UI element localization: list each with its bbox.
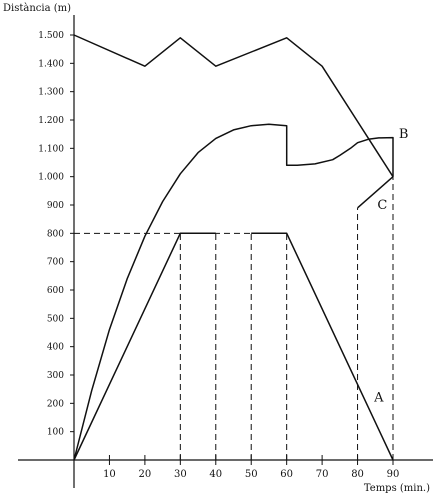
- y-tick-label: 400: [47, 343, 64, 353]
- x-tick-label: 50: [245, 469, 258, 480]
- axes: [18, 15, 433, 488]
- y-tick-label: 1.300: [38, 88, 64, 98]
- x-tick-label: 20: [139, 469, 152, 480]
- y-tick-label: 1.000: [38, 173, 64, 183]
- x-tick-label: 10: [103, 469, 116, 480]
- series-labels: A B C: [373, 127, 409, 406]
- x-axis-title: Temps (min.): [364, 483, 430, 494]
- y-tick-label: 600: [47, 286, 64, 296]
- series-b-line-0: [73, 123, 394, 461]
- y-tick-label: 100: [47, 428, 64, 438]
- series-c-line-0: [357, 176, 394, 209]
- x-tick-label: 30: [174, 469, 187, 480]
- series-lines: [73, 34, 394, 461]
- series-a-line-1: [251, 232, 394, 461]
- series-a-line-0: [73, 232, 216, 461]
- series-3-line-0: [73, 34, 394, 178]
- y-tick-label: 900: [47, 201, 64, 211]
- x-tick-label: 40: [209, 469, 222, 480]
- x-tick-label: 70: [316, 469, 329, 480]
- tick-marks: 100 200 300 400 500 600 700 800 900 1.000 1.100 1.2…: [38, 31, 399, 480]
- y-tick-label: 1.200: [38, 116, 64, 126]
- x-tick-label: 90: [387, 469, 400, 480]
- series-label-c: C: [377, 198, 387, 213]
- y-tick-label: 500: [47, 314, 64, 324]
- y-tick-label: 800: [47, 229, 64, 239]
- y-tick-label: 1.500: [38, 31, 64, 41]
- y-axis-title: Distància (m): [3, 3, 71, 14]
- x-tick-label: 60: [280, 469, 293, 480]
- y-tick-label: 300: [47, 371, 64, 381]
- y-tick-label: 1.100: [38, 144, 64, 154]
- y-tick-label: 1.400: [38, 59, 64, 69]
- series-label-b: B: [399, 127, 409, 142]
- x-tick-label: 80: [351, 469, 364, 480]
- y-tick-label: 200: [47, 399, 64, 409]
- y-tick-label: 700: [47, 258, 64, 268]
- reference-lines: [74, 137, 394, 460]
- series-label-a: A: [373, 391, 384, 406]
